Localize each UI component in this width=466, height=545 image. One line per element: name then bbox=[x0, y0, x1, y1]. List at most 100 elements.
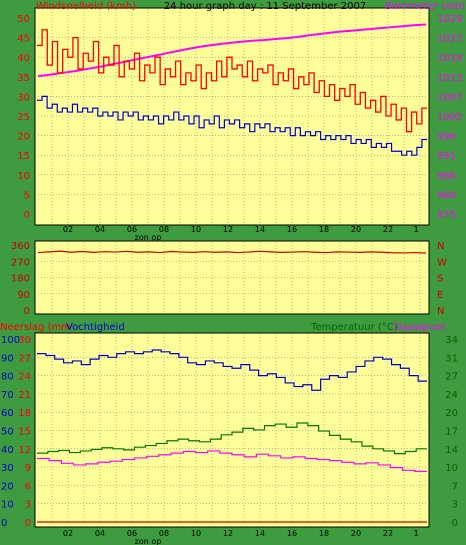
temperature-axis-label: Temperatuur (°C) bbox=[310, 322, 398, 333]
wind-secondary-line bbox=[37, 95, 427, 156]
rain-y-tick: 3 bbox=[25, 500, 31, 511]
x-tick: 06 bbox=[127, 225, 137, 234]
wind-y-tick: 30 bbox=[17, 92, 30, 103]
x-tick: 08 bbox=[159, 225, 169, 234]
x-tick: 06 bbox=[127, 529, 137, 538]
direction-y-tick: 90 bbox=[17, 290, 30, 301]
wind-y-tick: 5 bbox=[24, 190, 30, 201]
wind-y-tick: 15 bbox=[17, 151, 30, 162]
rain-y-tick: 15 bbox=[18, 427, 31, 438]
x-tick: 08 bbox=[159, 529, 169, 538]
barometer-y-tick: 975 bbox=[437, 210, 456, 221]
humidity-y-tick: 10 bbox=[1, 500, 14, 511]
x-tick: 14 bbox=[255, 225, 265, 234]
compass-label: N bbox=[437, 306, 444, 317]
wind-y-tick: 25 bbox=[17, 112, 30, 123]
temperature-y-tick: 20 bbox=[445, 408, 458, 419]
x-tick: 10 bbox=[191, 529, 201, 538]
barometer-y-tick: 1018 bbox=[437, 53, 462, 64]
temperature-y-tick: 34 bbox=[445, 335, 458, 346]
x-tick: 16 bbox=[287, 529, 297, 538]
temperature-line bbox=[37, 422, 427, 455]
sunrise-label-top: zon op bbox=[135, 233, 162, 242]
barometer-y-tick: 986 bbox=[437, 171, 456, 182]
x-tick: 02 bbox=[63, 225, 73, 234]
x-tick: 16 bbox=[287, 225, 297, 234]
temperature-y-tick: 10 bbox=[445, 463, 458, 474]
x-tick: 10 bbox=[191, 225, 201, 234]
direction-y-tick: 0 bbox=[24, 306, 30, 317]
rain-y-tick: 18 bbox=[18, 408, 31, 419]
humidity-y-tick: 0 bbox=[1, 518, 7, 529]
humidity-y-tick: 40 bbox=[1, 445, 14, 456]
humidity-y-tick: 50 bbox=[1, 427, 14, 438]
wind-y-tick: 40 bbox=[17, 53, 30, 64]
temperature-y-tick: 7 bbox=[452, 481, 458, 492]
x-tick: 12 bbox=[223, 225, 233, 234]
wind-speed-line bbox=[37, 29, 427, 133]
temperature-y-tick: 24 bbox=[445, 390, 458, 401]
wind-y-tick: 45 bbox=[17, 34, 30, 45]
x-tick: 20 bbox=[351, 225, 361, 234]
dewpoint-line bbox=[37, 450, 427, 473]
humidity-y-tick: 70 bbox=[1, 390, 14, 401]
direction-panel bbox=[34, 240, 430, 315]
humidity-y-tick: 60 bbox=[1, 408, 14, 419]
temperature-y-tick: 27 bbox=[445, 372, 458, 383]
wind-y-tick: 0 bbox=[24, 210, 30, 221]
barometer-y-tick: 1023 bbox=[437, 34, 462, 45]
rain-y-tick: 24 bbox=[18, 372, 31, 383]
x-tick: 14 bbox=[255, 529, 265, 538]
wind-y-tick: 10 bbox=[17, 171, 30, 182]
x-tick: 04 bbox=[95, 529, 105, 538]
temperature-y-tick: 3 bbox=[452, 500, 458, 511]
humidity-y-tick: 90 bbox=[1, 353, 14, 364]
wind-left-axis-label: Windsnelheid (kmh) bbox=[36, 1, 136, 12]
barometer-y-tick: 1013 bbox=[437, 73, 462, 84]
rain-y-tick: 6 bbox=[25, 481, 31, 492]
wind-y-tick: 35 bbox=[17, 73, 30, 84]
x-tick: 12 bbox=[223, 529, 233, 538]
humidity-y-tick: 100 bbox=[1, 335, 20, 346]
barometer-y-tick: 1029 bbox=[437, 14, 462, 25]
wind-direction-line bbox=[37, 250, 427, 254]
rain-y-tick: 0 bbox=[25, 518, 31, 529]
humidity-line bbox=[37, 349, 427, 391]
temperature-y-tick: 0 bbox=[452, 518, 458, 529]
compass-label: N bbox=[437, 241, 444, 252]
temperature-y-tick: 14 bbox=[445, 445, 458, 456]
rain-y-tick: 9 bbox=[25, 463, 31, 474]
sunrise-label-bottom: zon op bbox=[135, 537, 162, 545]
barometer-y-tick: 996 bbox=[437, 132, 456, 143]
x-tick: 22 bbox=[383, 225, 393, 234]
chart-title: 24 hour graph day : 11 September 2007 bbox=[164, 1, 366, 12]
rain-axis-label: Neerslag (mm bbox=[0, 322, 71, 333]
temperature-y-tick: 17 bbox=[445, 427, 458, 438]
x-tick: 22 bbox=[383, 529, 393, 538]
compass-label: W bbox=[437, 257, 447, 268]
humidity-temp-panel bbox=[34, 332, 430, 528]
wind-y-tick: 20 bbox=[17, 132, 30, 143]
x-tick: 04 bbox=[95, 225, 105, 234]
humidity-y-tick: 80 bbox=[1, 372, 14, 383]
humidity-axis-label: Vochtigheid bbox=[66, 322, 125, 333]
rain-y-tick: 21 bbox=[18, 390, 31, 401]
x-tick: 20 bbox=[351, 529, 361, 538]
barometer-line bbox=[37, 23, 427, 78]
temperature-y-tick: 31 bbox=[445, 353, 458, 364]
barometer-y-tick: 1007 bbox=[437, 92, 462, 103]
direction-y-tick: 270 bbox=[11, 257, 30, 268]
barometer-y-tick: 991 bbox=[437, 151, 456, 162]
barometer-axis-label: Barometer (mb) bbox=[385, 1, 465, 12]
humidity-y-tick: 20 bbox=[1, 481, 14, 492]
wind-panel bbox=[34, 7, 430, 226]
x-tick: 1 bbox=[413, 529, 418, 538]
x-tick: 18 bbox=[319, 529, 329, 538]
humidity-y-tick: 30 bbox=[1, 463, 14, 474]
x-tick: 02 bbox=[63, 529, 73, 538]
rain-y-tick: 27 bbox=[18, 353, 31, 364]
wind-y-tick: 50 bbox=[17, 14, 30, 25]
barometer-y-tick: 980 bbox=[437, 190, 456, 201]
